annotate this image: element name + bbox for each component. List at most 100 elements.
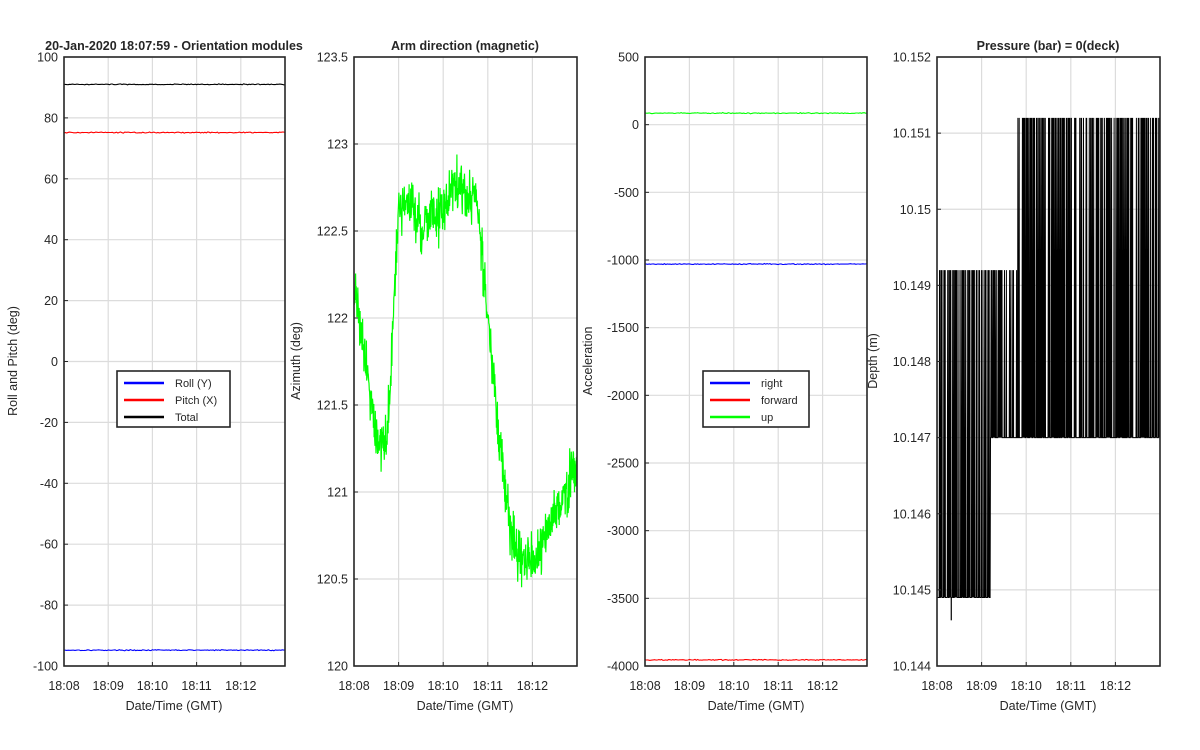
axes-frame [353,56,578,667]
x-tick-label: 18:10 [428,679,459,693]
y-tick-label: 80 [44,111,58,125]
y-tick-label: 10.147 [893,431,931,445]
legend-label: Total [175,412,198,424]
x-tick-label: 18:09 [93,679,124,693]
y-tick-label: 0 [632,118,639,132]
y-tick-label: -2000 [607,389,639,403]
legend-label: right [761,378,782,390]
panel-acceleration: Date/Time (GMT) Acceleration 18:08 18:09 1… [581,51,868,713]
series-line-depth [936,117,1160,598]
panel-pressure: Pressure (bar) = 0(deck) Date/Time (GMT)… [866,39,1161,713]
y-tick-label: 10.146 [893,507,931,521]
x-tick-label: 18:08 [629,679,660,693]
panel-azimuth-title: Arm direction (magnetic) [391,39,539,53]
tick-labels: 18:08 18:09 18:10 18:11 18:12 -4000 -3500 -3000… [607,51,838,694]
panel-orientation-xlabel: Date/Time (GMT) [126,699,223,713]
axes-frame [644,56,868,667]
plot-area [645,57,867,666]
panel-acceleration-xlabel: Date/Time (GMT) [708,699,805,713]
y-tick-label: 120.5 [317,573,348,587]
x-tick-label: 18:09 [383,679,414,693]
tick-labels: 18:08 18:09 18:10 18:11 18:12 -100 -80 -60 -40 -2… [33,51,257,694]
y-tick-label: 20 [44,294,58,308]
x-tick-label: 18:11 [763,679,793,693]
panel-orientation-title: 20-Jan-2020 18:07:59 - Orientation modul… [45,39,303,53]
series-lines [353,154,578,588]
series-line-up [644,111,867,115]
x-tick-label: 18:09 [674,679,705,693]
y-tick-label: -4000 [607,660,639,674]
x-tick-label: 18:12 [807,679,838,693]
series-line-roll-y [64,648,285,652]
x-tick-label: 18:10 [1011,679,1042,693]
y-tick-label: 40 [44,233,58,247]
y-tick-label: -80 [40,599,58,613]
y-tick-label: -1500 [607,321,639,335]
x-tick-label: 18:08 [921,679,952,693]
legend-label: up [761,412,773,424]
x-tick-label: 18:10 [137,679,168,693]
series-lines [63,83,286,652]
y-tick-label: 122 [327,312,348,326]
y-tick-label: 10.152 [893,51,931,65]
legend-label: forward [761,395,798,407]
series-lines [644,111,868,662]
y-tick-label: -40 [40,477,58,491]
panel-orientation: 20-Jan-2020 18:07:59 - Orientation modul… [6,39,303,713]
legend-label: Pitch (X) [175,395,217,407]
y-tick-label: -3500 [607,592,639,606]
panel-acceleration-ylabel: Acceleration [581,327,595,396]
series-line-azimuth [353,154,578,588]
x-tick-label: 18:11 [181,679,211,693]
x-tick-label: 18:10 [718,679,749,693]
y-tick-label: 121.5 [317,399,348,413]
y-tick-label: -20 [40,416,58,430]
y-tick-label: 123 [327,138,348,152]
legend-label: Roll (Y) [175,378,212,390]
panel-pressure-xlabel: Date/Time (GMT) [1000,699,1097,713]
y-tick-label: 121 [327,486,348,500]
tick-labels: 18:08 18:09 18:10 18:11 18:12 120 120.5 121 121.… [317,51,548,694]
x-tick-label: 18:09 [966,679,997,693]
x-tick-label: 18:12 [225,679,256,693]
y-tick-label: 10.144 [893,660,931,674]
y-tick-label: -2500 [607,457,639,471]
series-line-forward [644,658,867,662]
y-tick-label: 10.151 [893,127,931,141]
x-tick-label: 18:11 [473,679,503,693]
y-tick-label: 10.148 [893,355,931,369]
y-tick-label: 120 [327,660,348,674]
x-tick-label: 18:08 [48,679,79,693]
y-tick-label: 60 [44,172,58,186]
panel-azimuth-ylabel: Azimuth (deg) [289,322,303,400]
y-tick-label: -1000 [607,254,639,268]
panel-azimuth: Arm direction (magnetic) Date/Time (GMT)… [289,39,578,713]
series-lines [936,117,1160,621]
y-tick-label: 10.15 [900,203,931,217]
legend: Roll (Y) Pitch (X) Total [116,370,231,428]
y-tick-label: 10.149 [893,279,931,293]
y-tick-label: -3000 [607,524,639,538]
tick-labels: 18:08 18:09 18:10 18:11 18:12 10.144 10.145 10.… [893,51,1131,694]
y-tick-label: 500 [618,51,639,65]
y-tick-label: 123.5 [317,51,348,65]
series-line-total [63,83,285,86]
x-tick-label: 18:12 [1100,679,1131,693]
y-tick-label: 10.145 [893,583,931,597]
y-tick-label: 100 [37,51,58,65]
x-tick-label: 18:12 [517,679,548,693]
y-tick-label: 122.5 [317,225,348,239]
panel-pressure-ylabel: Depth (m) [866,333,880,389]
panel-azimuth-xlabel: Date/Time (GMT) [417,699,514,713]
y-tick-label: -60 [40,538,58,552]
series-line-pitch-x [63,131,286,134]
y-tick-label: -100 [33,660,58,674]
legend: right forward up [702,370,810,428]
plot-area [354,57,577,666]
series-line-right [644,262,868,266]
y-tick-label: 0 [51,355,58,369]
x-tick-label: 18:11 [1056,679,1086,693]
panel-pressure-title: Pressure (bar) = 0(deck) [977,39,1120,53]
x-tick-label: 18:08 [338,679,369,693]
y-tick-label: -500 [614,186,639,200]
